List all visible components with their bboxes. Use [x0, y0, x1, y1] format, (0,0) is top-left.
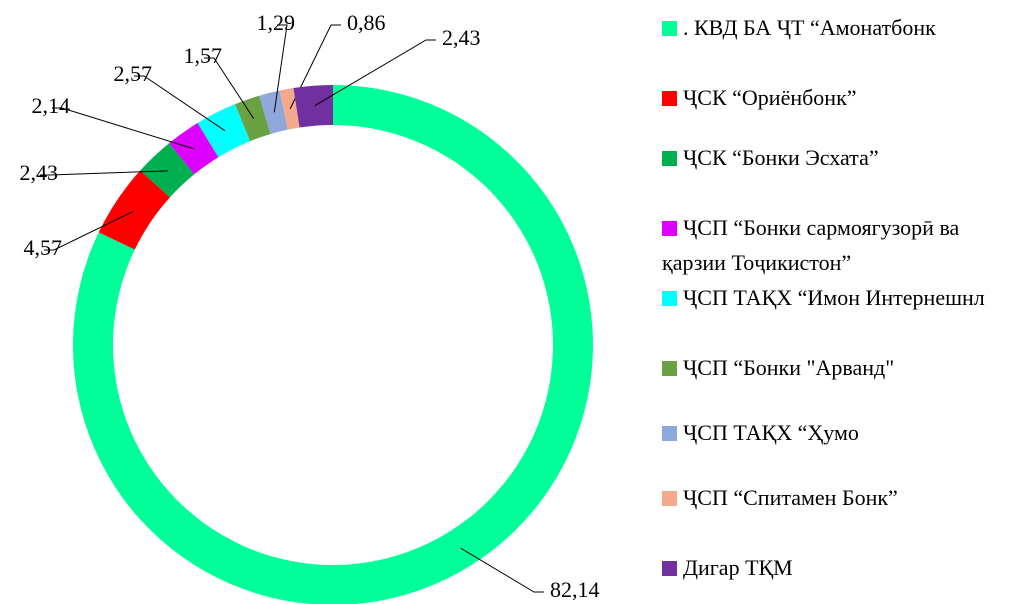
legend-swatch [662, 491, 677, 506]
leader-line [134, 75, 226, 132]
legend-label: . КВД БА ҶТ “Амонатбонк [683, 15, 936, 40]
legend-entry: Дигар ТҚМ [662, 550, 1022, 585]
legend-swatch [662, 291, 677, 306]
legend-swatch [662, 151, 677, 166]
donut-segment [140, 143, 195, 198]
leader-line [52, 107, 195, 150]
legend-entry: ҶСК “Бонки Эсхата” [662, 140, 1022, 175]
leader-line [314, 39, 436, 107]
donut-segment [293, 85, 333, 128]
legend-entry: ҶСП ТАҚХ “Имон Интернешнл [662, 280, 1022, 315]
legend-swatch [662, 21, 677, 36]
leader-line [204, 57, 255, 119]
plot: 82,14 4,57 2,43 2,14 2,57 1,57 1,29 0,86 2,43 [20, 10, 600, 604]
legend-label: ҶСК “Ориёнбонк” [683, 85, 857, 110]
legend-label: ҶСП “Бонки сармоягузорӣ ва қарзии Тоҷики… [662, 215, 960, 275]
data-label: 2,57 [114, 61, 153, 86]
leader-line [40, 170, 168, 176]
legend-entry: ҶСП “Бонки "Арванд" [662, 350, 1022, 385]
legend-label: ҶСК “Бонки Эсхата” [683, 145, 879, 170]
data-label: 0,86 [347, 10, 386, 35]
donut-segment [259, 90, 288, 135]
legend-entry: ҶСК “Ориёнбонк” [662, 80, 1022, 115]
legend-entry: . КВД БА ҶТ “Амонатбонк [662, 10, 1022, 45]
legend-swatch [662, 91, 677, 106]
donut-segment [98, 170, 170, 250]
legend-swatch [662, 426, 677, 441]
data-label: 2,43 [20, 160, 59, 185]
legend-entry: ҶСП “Спитамен Бонк” [662, 480, 1022, 515]
data-label: 82,14 [550, 577, 600, 602]
legend-entry: ҶСП “Бонки сармоягузорӣ ва қарзии Тоҷики… [662, 210, 1022, 280]
legend-swatch [662, 561, 677, 576]
donut-segment [197, 104, 251, 158]
data-label: 2,43 [442, 25, 481, 50]
leader-line [289, 24, 341, 110]
donut-segment [279, 88, 300, 130]
leader-line [460, 547, 544, 593]
data-label: 4,57 [24, 235, 63, 260]
legend-label: ҶСП “Спитамен Бонк” [683, 485, 898, 510]
donut-segment [235, 95, 271, 142]
leader-line [273, 24, 288, 113]
data-label: 1,57 [184, 43, 223, 68]
legend-entry: ҶСП ТАҚХ “Ҳумо [662, 415, 1022, 450]
data-label: 1,29 [257, 10, 296, 35]
leader-line [44, 210, 135, 251]
legend-swatch [662, 221, 677, 236]
legend-label: ҶСП ТАҚХ “Имон Интернешнл [683, 285, 985, 310]
legend-swatch [662, 361, 677, 376]
data-label: 2,14 [32, 93, 71, 118]
legend-label: ҶСП ТАҚХ “Ҳумо [683, 420, 859, 445]
legend-label: ҶСП “Бонки "Арванд" [683, 355, 895, 380]
legend-label: Дигар ТҚМ [683, 555, 793, 580]
